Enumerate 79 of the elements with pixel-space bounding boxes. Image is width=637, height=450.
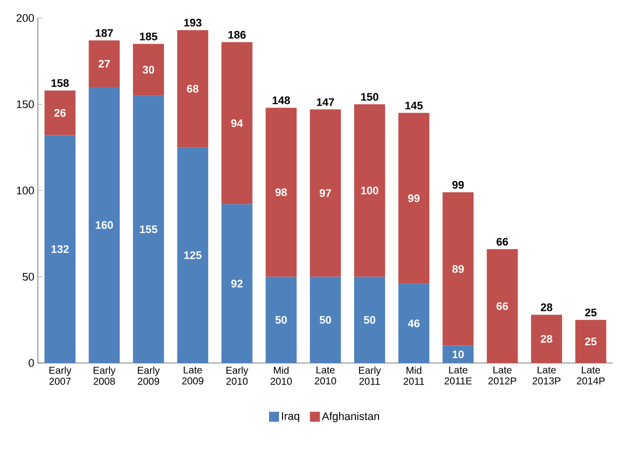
total-label: 185 <box>140 32 158 40</box>
data-label: 50 <box>275 316 287 324</box>
x-tick-label: Late 2010 <box>314 366 336 384</box>
bar <box>177 147 208 363</box>
total-label: 187 <box>96 29 113 37</box>
data-label: 10 <box>452 350 464 358</box>
bar <box>44 135 76 363</box>
x-tick-label: Late 2011E <box>444 366 472 384</box>
data-label: 132 <box>52 245 69 254</box>
total-label: 145 <box>405 102 423 110</box>
data-label: 50 <box>364 316 376 324</box>
y-tick-label: 150 <box>16 100 34 108</box>
total-label: 186 <box>228 30 246 39</box>
bar <box>354 104 386 277</box>
bar <box>221 42 252 204</box>
total-label: 147 <box>316 98 334 106</box>
x-tick-label: Mid 2010 <box>270 366 292 385</box>
legend-label: Afghanistan <box>322 412 380 422</box>
bar <box>354 276 386 363</box>
bar <box>221 204 252 363</box>
x-tick-label: Late 2013P <box>532 366 560 384</box>
total-label: 193 <box>184 18 202 27</box>
bar <box>310 109 341 277</box>
bar <box>132 44 164 96</box>
data-label: 125 <box>184 251 202 260</box>
bar <box>266 276 297 363</box>
bar <box>44 90 76 136</box>
x-tick-label: Late 2012P <box>488 366 516 384</box>
bar <box>531 314 562 363</box>
data-label: 30 <box>142 66 154 74</box>
data-label: 25 <box>585 338 597 346</box>
y-tick-label: 200 <box>16 14 34 22</box>
data-label: 50 <box>320 316 332 324</box>
data-label: 160 <box>96 221 113 229</box>
bar <box>442 346 474 363</box>
data-label: 99 <box>408 194 420 202</box>
x-tick-label: Late 2009 <box>182 366 204 384</box>
bar <box>88 86 120 363</box>
legend-label: Iraq <box>282 412 300 422</box>
y-tick-label: 50 <box>22 272 34 281</box>
data-label: 68 <box>187 84 198 93</box>
bar <box>442 192 474 346</box>
total-label: 25 <box>585 308 597 316</box>
x-tick-label: Early 2009 <box>138 366 160 385</box>
data-label: 98 <box>275 188 287 196</box>
y-tick-label: 100 <box>16 186 34 194</box>
bar <box>398 284 430 363</box>
x-tick-label: Mid 2011 <box>404 366 424 385</box>
total-label: 150 <box>361 92 378 101</box>
total-label: 28 <box>540 303 552 312</box>
x-tick-label: Early 2010 <box>226 366 248 385</box>
data-label: 26 <box>54 109 66 117</box>
data-label: 92 <box>231 280 243 288</box>
data-label: 94 <box>231 119 243 128</box>
x-tick-label: Late 2014P <box>576 366 605 384</box>
data-label: 66 <box>496 302 508 310</box>
data-label: 27 <box>98 60 110 68</box>
total-label: 99 <box>452 180 464 189</box>
data-label: 100 <box>361 186 378 194</box>
bar <box>575 320 606 363</box>
bar <box>132 96 164 363</box>
total-label: 66 <box>496 238 508 246</box>
total-label: 158 <box>52 79 69 87</box>
x-tick-label: Early 2011 <box>359 366 381 385</box>
bar <box>310 276 341 363</box>
data-label: 155 <box>140 225 158 234</box>
y-tick-label: 0 <box>28 359 34 367</box>
bar <box>177 30 208 148</box>
data-label: 97 <box>320 189 331 197</box>
bar <box>88 40 120 87</box>
data-label: 89 <box>452 265 464 273</box>
data-label: 28 <box>540 334 552 343</box>
total-label: 148 <box>272 96 290 104</box>
x-tick-label: Early 2007 <box>49 366 72 385</box>
bar <box>398 112 430 284</box>
bar <box>486 249 518 363</box>
bar <box>266 108 297 277</box>
x-tick-label: Early 2008 <box>94 366 116 385</box>
data-label: 46 <box>408 319 420 328</box>
